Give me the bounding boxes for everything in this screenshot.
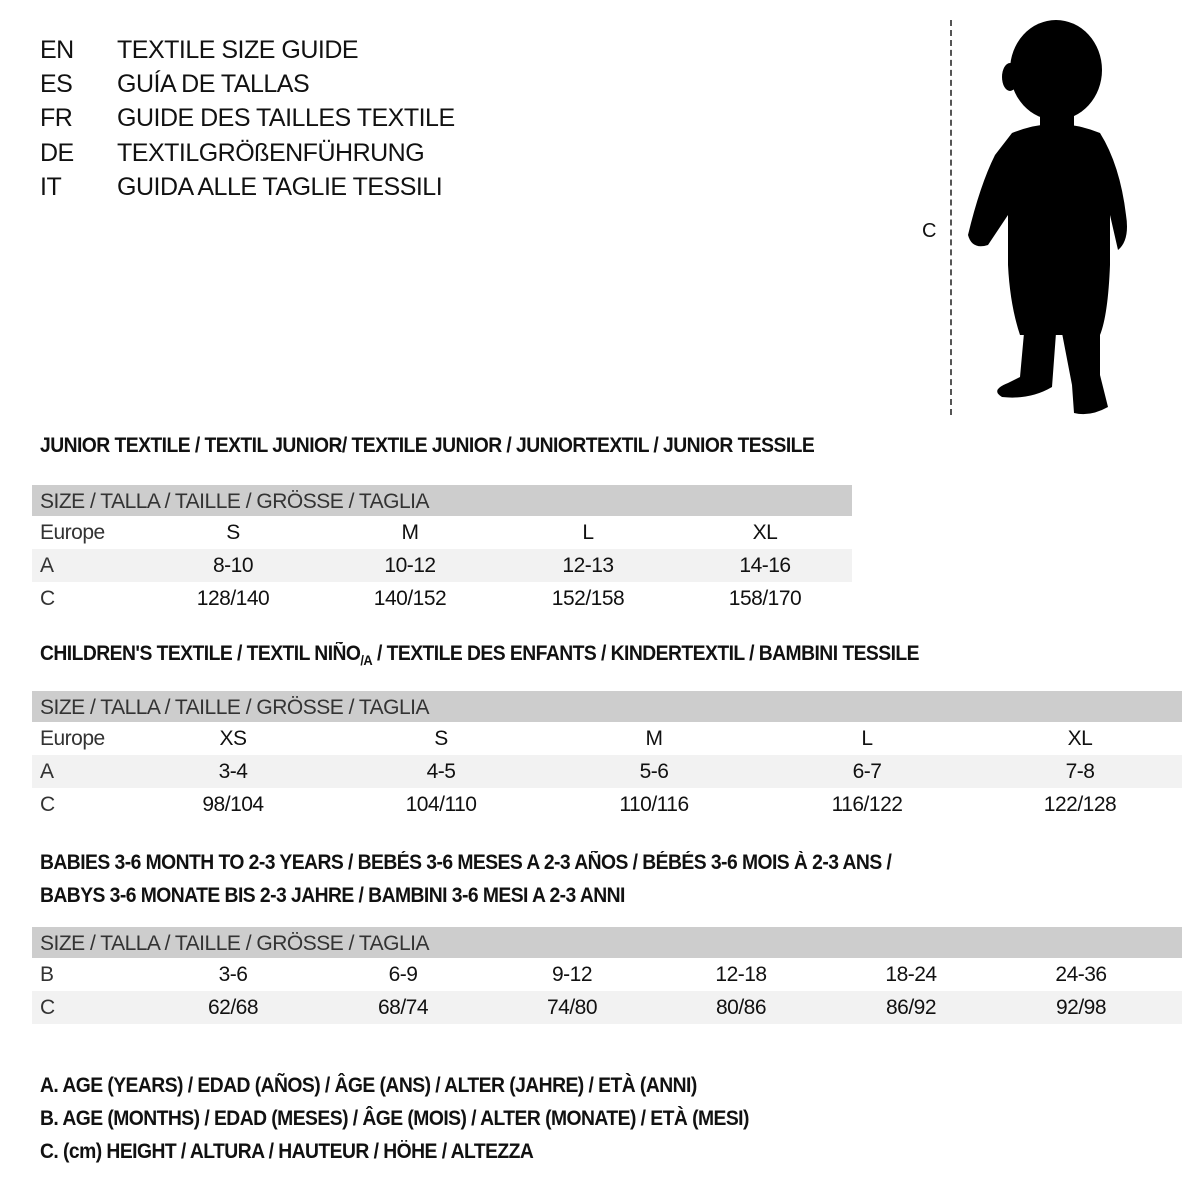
cell: 128/140 <box>196 587 270 610</box>
table-header: SIZE / TALLA / TAILLE / GRÖSSE / TAGLIA <box>32 927 1182 958</box>
table-row: C 62/68 68/74 74/80 80/86 86/92 92/98 <box>32 991 1182 1024</box>
legend-b: B. AGE (MONTHS) / EDAD (MESES) / ÂGE (MO… <box>40 1107 749 1130</box>
cell: 24-36 <box>1055 963 1107 986</box>
cell: 158/170 <box>728 587 802 610</box>
row-label: Europe <box>40 727 105 750</box>
table-row: Europe S M L XL <box>32 516 852 549</box>
cell: 104/110 <box>405 793 477 816</box>
row-label: C <box>40 793 55 816</box>
cell: 12-18 <box>715 963 767 986</box>
junior-section-title: JUNIOR TEXTILE / TEXTIL JUNIOR/ TEXTILE … <box>40 434 815 457</box>
cell: 122/128 <box>1043 793 1117 816</box>
cell: XS <box>219 727 247 750</box>
cell: 152/158 <box>551 587 625 610</box>
cell: 6-7 <box>852 760 882 783</box>
cell: M <box>645 727 664 750</box>
cell: 14-16 <box>739 554 791 577</box>
cell: 18-24 <box>885 963 937 986</box>
babies-section-title: BABIES 3-6 MONTH TO 2-3 YEARS / BEBÉS 3-… <box>40 851 892 874</box>
table-row: C 98/104 104/110 110/116 116/122 122/128 <box>32 788 1182 821</box>
row-label: B <box>40 963 54 986</box>
children-section-title: CHILDREN'S TEXTILE / TEXTIL NIÑO/A / TEX… <box>40 642 920 669</box>
height-dashed-line <box>950 20 952 415</box>
cell: 110/116 <box>619 793 689 816</box>
cell: 6-9 <box>388 963 418 986</box>
cell: 5-6 <box>639 760 669 783</box>
title-text: GUIDE DES TAILLES TEXTILE <box>117 104 455 132</box>
cell: 98/104 <box>202 793 264 816</box>
babies-section-title-line2: BABYS 3-6 MONATE BIS 2-3 JAHRE / BAMBINI… <box>40 884 625 907</box>
height-label: C <box>922 220 937 242</box>
lang-code: EN <box>40 36 74 64</box>
cell: S <box>434 727 448 750</box>
cell: L <box>582 521 594 544</box>
lang-code: ES <box>40 70 73 98</box>
table-row: C 128/140 140/152 152/158 158/170 <box>32 582 852 615</box>
cell: 62/68 <box>207 996 259 1019</box>
legend-c: C. (cm) HEIGHT / ALTURA / HAUTEUR / HÖHE… <box>40 1140 534 1163</box>
title-text: TEXTILGRÖßENFÜHRUNG <box>117 139 425 167</box>
row-label: C <box>40 996 55 1019</box>
junior-size-table: SIZE / TALLA / TAILLE / GRÖSSE / TAGLIA … <box>32 485 852 615</box>
cell: XL <box>752 521 778 544</box>
cell: 68/74 <box>377 996 429 1019</box>
cell: 3-6 <box>218 963 248 986</box>
cell: 86/92 <box>885 996 937 1019</box>
legend-a: A. AGE (YEARS) / EDAD (AÑOS) / ÂGE (ANS)… <box>40 1074 697 1097</box>
cell: 4-5 <box>426 760 456 783</box>
table-row: B 3-6 6-9 9-12 12-18 18-24 24-36 <box>32 958 1182 991</box>
title-text: TEXTILE SIZE GUIDE <box>117 36 359 64</box>
cell: 80/86 <box>715 996 767 1019</box>
cell: XL <box>1067 727 1093 750</box>
cell: 140/152 <box>373 587 447 610</box>
row-label: Europe <box>40 521 105 544</box>
header-text: SIZE / TALLA / TAILLE / GRÖSSE / TAGLIA <box>40 932 430 955</box>
babies-size-table: SIZE / TALLA / TAILLE / GRÖSSE / TAGLIA … <box>32 927 1182 1024</box>
cell: L <box>861 727 873 750</box>
row-label: C <box>40 587 55 610</box>
header-text: SIZE / TALLA / TAILLE / GRÖSSE / TAGLIA <box>40 490 430 513</box>
cell: 116/122 <box>831 793 903 816</box>
table-row: A 8-10 10-12 12-13 14-16 <box>32 549 852 582</box>
table-row: Europe XS S M L XL <box>32 722 1182 755</box>
row-label: A <box>40 554 54 577</box>
table-header: SIZE / TALLA / TAILLE / GRÖSSE / TAGLIA <box>32 485 852 516</box>
cell: S <box>226 521 240 544</box>
row-label: A <box>40 760 54 783</box>
cell: 9-12 <box>551 963 593 986</box>
cell: 7-8 <box>1065 760 1095 783</box>
header-text: SIZE / TALLA / TAILLE / GRÖSSE / TAGLIA <box>40 696 430 719</box>
lang-code: DE <box>40 139 74 167</box>
cell: 8-10 <box>212 554 254 577</box>
table-row: A 3-4 4-5 5-6 6-7 7-8 <box>32 755 1182 788</box>
lang-code: FR <box>40 104 73 132</box>
title-text: GUIDA ALLE TAGLIE TESSILI <box>117 173 443 201</box>
table-header: SIZE / TALLA / TAILLE / GRÖSSE / TAGLIA <box>32 691 1182 722</box>
cell: 10-12 <box>384 554 436 577</box>
cell: 12-13 <box>562 554 614 577</box>
title-text: GUÍA DE TALLAS <box>117 70 310 98</box>
cell: 92/98 <box>1055 996 1107 1019</box>
lang-code: IT <box>40 173 62 201</box>
cell: 3-4 <box>218 760 248 783</box>
children-size-table: SIZE / TALLA / TAILLE / GRÖSSE / TAGLIA … <box>32 691 1182 821</box>
cell: M <box>401 521 420 544</box>
cell: 74/80 <box>546 996 598 1019</box>
baby-silhouette-icon <box>968 20 1127 415</box>
